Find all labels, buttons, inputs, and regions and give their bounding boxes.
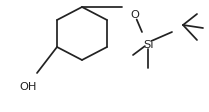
Text: O: O [131,10,139,20]
Text: Si: Si [143,40,153,50]
Text: OH: OH [19,82,37,92]
